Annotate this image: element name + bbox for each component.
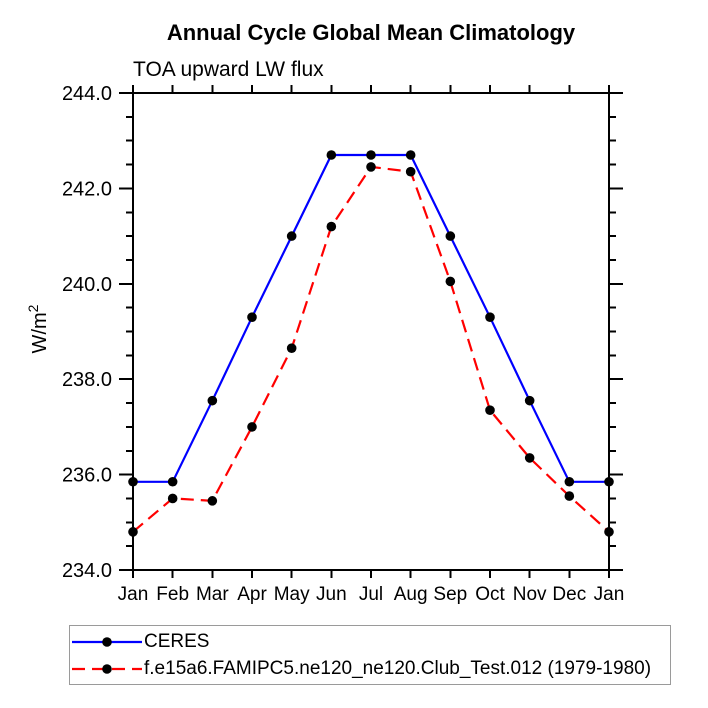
data-point-marker — [485, 405, 495, 416]
series-line-1 — [132, 165, 610, 533]
y-axis-ticks — [119, 92, 623, 571]
data-point-marker — [445, 276, 456, 287]
chart-subtitle: TOA upward LW flux — [133, 58, 324, 81]
data-point-marker — [524, 395, 535, 406]
data-point-marker — [564, 491, 575, 501]
plot-area: 234.0 236.0 238.0 240.0 242.0 244.0 Jan Feb Mar A… — [62, 83, 624, 605]
y-tick-label: 236.0 — [62, 465, 112, 487]
x-tick-label: Oct — [475, 584, 505, 605]
x-axis-tick-labels: Jan Feb Mar Apr May Jun Jul Aug Sep Oct Nov Dec Jan — [118, 584, 625, 605]
x-axis-ticks — [132, 85, 610, 578]
data-point-marker — [326, 150, 337, 160]
y-tick-label: 242.0 — [62, 178, 112, 200]
data-point-marker — [326, 221, 337, 232]
x-tick-label: Jan — [594, 584, 625, 605]
legend-dashed-line-icon — [72, 663, 142, 674]
x-tick-label: Sep — [433, 584, 467, 605]
y-tick-label: 234.0 — [62, 560, 112, 582]
data-point-marker — [286, 343, 297, 353]
data-point-marker — [405, 166, 416, 177]
data-point-marker — [524, 453, 535, 463]
y-tick-label: 244.0 — [62, 83, 112, 105]
x-tick-label: May — [274, 584, 310, 605]
y-tick-label: 238.0 — [62, 369, 112, 391]
x-tick-label: Nov — [513, 584, 547, 605]
data-point-marker — [128, 476, 138, 487]
data-point-marker — [604, 476, 614, 487]
legend-solid-line-icon — [72, 636, 142, 647]
y-axis-label: W/m2 — [25, 304, 51, 353]
data-point-marker — [247, 312, 257, 322]
legend-item-model: f.e15a6.FAMIPC5.ne120_ne120.Club_Test.01… — [70, 655, 670, 682]
y-axis-tick-labels: 234.0 236.0 238.0 240.0 242.0 244.0 — [62, 83, 112, 582]
data-point-marker — [445, 231, 456, 241]
y-tick-label: 240.0 — [62, 274, 112, 296]
x-tick-label: Feb — [156, 584, 189, 605]
data-point-marker — [167, 476, 178, 487]
data-point-marker — [167, 493, 178, 504]
series-markers-0 — [128, 150, 614, 487]
legend-item-observation: CERES — [70, 628, 670, 655]
data-point-marker — [485, 312, 495, 322]
x-tick-label: Jul — [359, 584, 383, 605]
x-tick-label: Jan — [118, 584, 149, 605]
x-tick-label: Apr — [237, 584, 267, 605]
data-point-marker — [128, 527, 138, 537]
legend-label-model: f.e15a6.FAMIPC5.ne120_ne120.Club_Test.01… — [144, 658, 652, 679]
x-tick-label: Dec — [552, 584, 586, 605]
data-point-marker — [207, 496, 218, 506]
data-point-marker — [366, 150, 376, 160]
legend-label-observation: CERES — [144, 631, 210, 652]
x-tick-label: Aug — [394, 584, 428, 605]
data-point-marker — [604, 527, 614, 537]
data-point-marker — [366, 162, 376, 172]
x-tick-label: Mar — [196, 584, 229, 605]
data-point-marker — [286, 231, 297, 241]
x-tick-label: Jun — [316, 584, 347, 605]
legend: CERES f.e15a6.FAMIPC5.ne120_ne120.Club_T… — [69, 625, 671, 685]
series-line-0 — [133, 153, 609, 483]
data-point-marker — [564, 476, 575, 487]
data-point-marker — [207, 395, 218, 406]
chart-title: Annual Cycle Global Mean Climatology — [167, 20, 576, 45]
series-markers-1 — [128, 162, 614, 537]
data-point-marker — [247, 422, 257, 432]
data-point-marker — [405, 150, 416, 160]
